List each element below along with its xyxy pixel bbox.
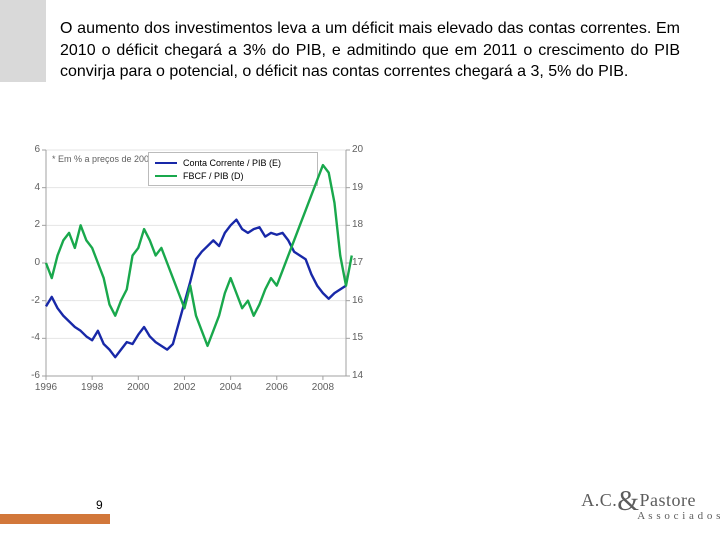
- y-left-tick: -2: [22, 295, 40, 306]
- logo-line2: A s s o c i a d o s: [637, 510, 720, 522]
- logo-amp: &: [617, 486, 639, 517]
- x-tick: 2006: [266, 382, 288, 393]
- x-tick: 1998: [81, 382, 103, 393]
- y-left-tick: 6: [22, 144, 40, 155]
- bottom-stripe: [0, 514, 110, 524]
- logo-pastore: Pastore: [640, 490, 697, 510]
- slide-number: 9: [96, 498, 103, 512]
- y-right-tick: 20: [352, 144, 370, 155]
- left-stripe: [0, 0, 46, 82]
- y-right-tick: 14: [352, 370, 370, 381]
- x-tick: 2002: [173, 382, 195, 393]
- y-left-tick: 2: [22, 219, 40, 230]
- y-right-tick: 19: [352, 182, 370, 193]
- logo-ac: A.C.: [581, 490, 617, 510]
- logo: A.C.&Pastore A s s o c i a d o s: [581, 482, 696, 526]
- y-left-tick: -4: [22, 332, 40, 343]
- y-left-tick: -6: [22, 370, 40, 381]
- y-right-tick: 15: [352, 332, 370, 343]
- x-tick: 2008: [312, 382, 334, 393]
- x-tick: 2004: [219, 382, 241, 393]
- slide: O aumento dos investimentos leva a um dé…: [0, 0, 720, 540]
- y-right-tick: 16: [352, 295, 370, 306]
- plot-svg: [46, 150, 346, 376]
- y-left-tick: 0: [22, 257, 40, 268]
- y-right-tick: 17: [352, 257, 370, 268]
- plot-area: [46, 150, 346, 376]
- chart: * Em % a preços de 2000 Conta Corrente /…: [18, 138, 378, 418]
- x-tick: 1996: [35, 382, 57, 393]
- x-tick: 2000: [127, 382, 149, 393]
- y-left-tick: 4: [22, 182, 40, 193]
- body-text: O aumento dos investimentos leva a um dé…: [60, 18, 680, 83]
- y-right-tick: 18: [352, 219, 370, 230]
